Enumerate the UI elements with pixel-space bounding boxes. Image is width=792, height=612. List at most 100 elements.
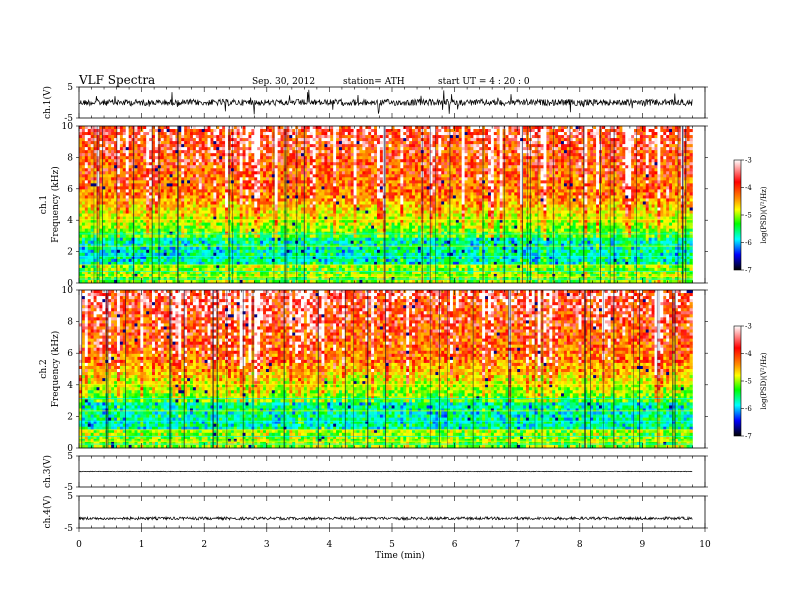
spectrogram-cell [564, 150, 567, 153]
spectrogram-cell [561, 147, 564, 150]
spectrogram-cell [140, 186, 143, 189]
spectrogram-cell [202, 177, 205, 180]
spectrogram-cell [561, 141, 564, 144]
spectrogram-cell [324, 189, 327, 192]
spectrogram-cell [91, 141, 94, 144]
spectrogram-cell [479, 135, 482, 138]
spectrogram-cell [275, 165, 278, 168]
spectrogram-cell [476, 129, 479, 132]
spectrogram-cell [374, 153, 377, 156]
spectrogram-cell [117, 165, 120, 168]
spectrogram-cell [666, 153, 669, 156]
spectrogram-cell [289, 189, 292, 192]
spectrogram-cell [190, 186, 193, 189]
spectrogram-cell [123, 192, 126, 195]
spectrogram-cell [362, 168, 365, 171]
spectrogram-cell [248, 132, 251, 135]
start-time-label: start UT = 4 : 20 : 0 [438, 77, 530, 87]
spectrogram-cell [657, 174, 660, 177]
spectrogram-cell [88, 171, 91, 174]
spectrogram-cell [573, 147, 576, 150]
spectrogram-cell [602, 135, 605, 138]
spectrogram-cell [105, 195, 108, 198]
spectrogram-cell [438, 156, 441, 159]
spectrogram-cell [622, 192, 625, 195]
spectrogram-cell [669, 177, 672, 180]
spectrogram-cell [374, 141, 377, 144]
spectrogram-cell [392, 144, 395, 147]
spectrogram-cell [85, 144, 88, 147]
spectrogram-cell [190, 168, 193, 171]
spectrogram-cell [377, 165, 380, 168]
spectrogram-cell [310, 168, 313, 171]
spectrogram-cell [646, 165, 649, 168]
spectrogram-cell [500, 132, 503, 135]
spectrogram-cell [418, 177, 421, 180]
spectrogram-cell [470, 168, 473, 171]
spectrogram-cell [473, 174, 476, 177]
spectrogram-cell [380, 177, 383, 180]
spectrogram-cell [108, 132, 111, 135]
spectrogram-cell [117, 156, 120, 159]
spectrogram-cell [321, 141, 324, 144]
spectrogram-cell [316, 186, 319, 189]
spectrogram-cell [123, 126, 126, 129]
spectrogram-cell [611, 189, 614, 192]
spectrogram-cell [564, 129, 567, 132]
spectrogram-cell [663, 150, 666, 153]
spectrogram-cell [120, 177, 123, 180]
spectrogram-cell [248, 189, 251, 192]
spectrogram-cell [400, 132, 403, 135]
spectrogram-cell [105, 183, 108, 186]
spectrogram-cell [365, 177, 368, 180]
spectrogram-cell [167, 153, 170, 156]
spectrogram-cell [234, 174, 237, 177]
spectrogram-cell [129, 153, 132, 156]
spectrogram-cell [590, 153, 593, 156]
spectrogram-cell [342, 156, 345, 159]
spectrogram-cell [234, 171, 237, 174]
spectrogram-cell [210, 159, 213, 162]
spectrogram-cell [213, 141, 216, 144]
spectrogram-cell [511, 183, 514, 186]
spectrogram-cell [412, 180, 415, 183]
spectrogram-cell [243, 144, 246, 147]
spectrogram-cell [523, 153, 526, 156]
spectrogram-cell [666, 147, 669, 150]
spectrogram-cell [126, 135, 129, 138]
spectrogram-cell [345, 141, 348, 144]
spectrogram-cell [140, 171, 143, 174]
spectrogram-cell [687, 126, 690, 129]
spectrogram-cell [389, 189, 392, 192]
spectrogram-cell [348, 162, 351, 165]
spectrogram-cell [523, 183, 526, 186]
spectrogram-cell [605, 159, 608, 162]
spectrogram-cell [342, 183, 345, 186]
spectrogram-cell [643, 162, 646, 165]
spectrogram-cell [418, 162, 421, 165]
spectrogram-cell [111, 168, 114, 171]
spectrogram-cell [155, 180, 158, 183]
spectrogram-cell [424, 132, 427, 135]
spectrogram-cell [500, 186, 503, 189]
spectrogram-cell [281, 162, 284, 165]
spectrogram-cell [646, 192, 649, 195]
spectrogram-cell [403, 171, 406, 174]
spectrogram-cell [552, 162, 555, 165]
spectrogram-cell [558, 129, 561, 132]
spectrogram-cell [79, 168, 82, 171]
spectrogram-cell [652, 138, 655, 141]
spectrogram-cell [161, 165, 164, 168]
spectrogram-cell [672, 156, 675, 159]
spectrogram-cell [135, 183, 138, 186]
spectrogram-cell [611, 153, 614, 156]
spectrogram-cell [488, 132, 491, 135]
spectrogram-cell [465, 174, 468, 177]
spectrogram-cell [178, 129, 181, 132]
spectrogram-cell [292, 168, 295, 171]
spectrogram-cell [432, 153, 435, 156]
spectrogram-cell [456, 189, 459, 192]
spectrogram-cell [275, 132, 278, 135]
spectrogram-cell [129, 144, 132, 147]
spectrogram-cell [462, 192, 465, 195]
